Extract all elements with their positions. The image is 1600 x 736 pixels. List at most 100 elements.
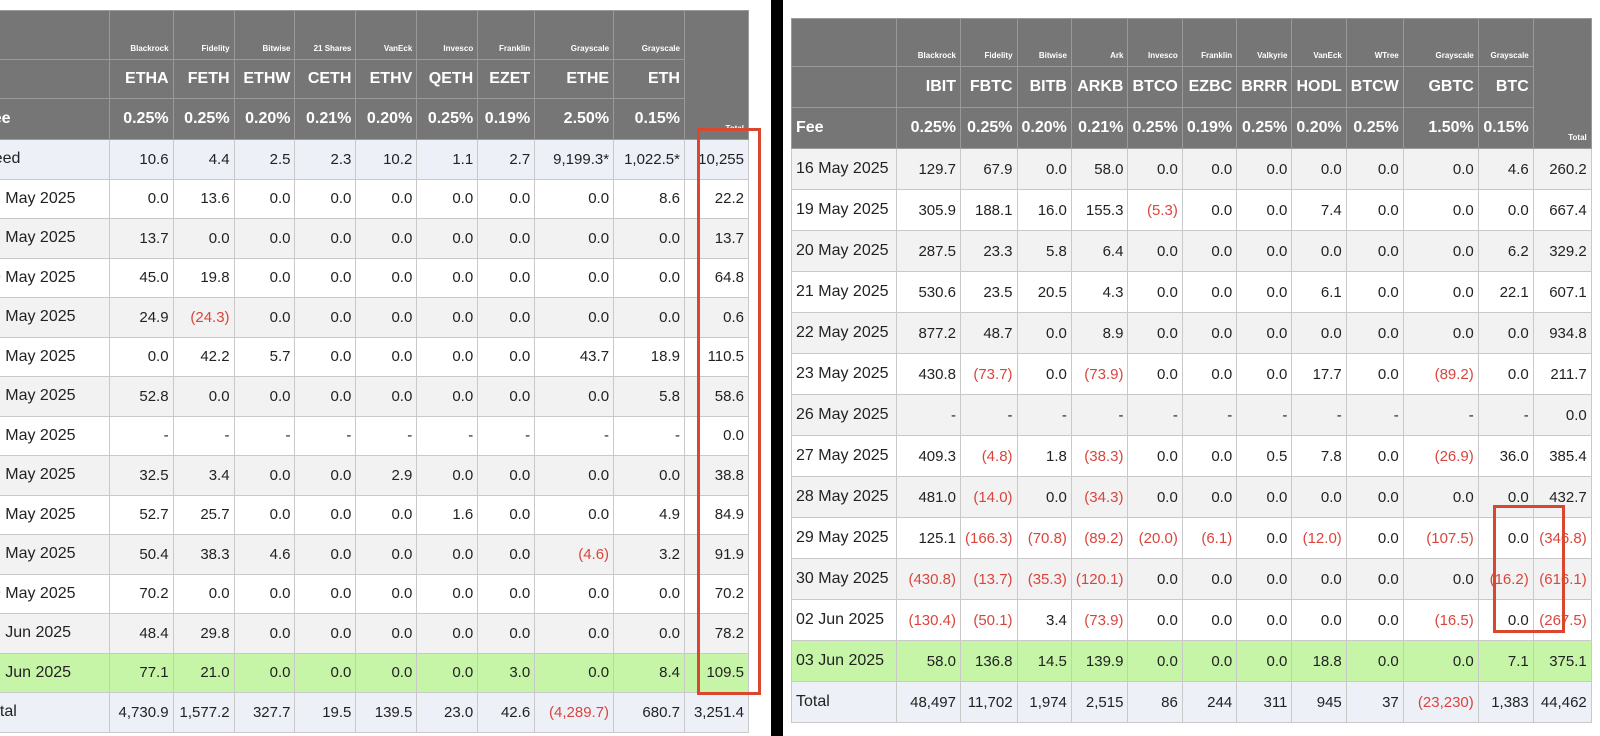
flow-value-cell: 36.0 [1477,435,1534,477]
flow-value-cell: 0.0 [1345,189,1404,231]
flow-row: 20 May 202545.019.80.00.00.00.00.00.00.0… [0,257,750,298]
flow-value-cell: - [1016,394,1072,436]
row-total-cell: 375.1 [1532,640,1592,682]
issuer-name-header: Invesco [1127,18,1183,67]
fee-header-row: Fee 0.25% 0.25% 0.20% 0.21% 0.25% 0.19% 0.25% 0… [791,107,1592,149]
flow-value-cell: 19.8 [172,257,235,298]
flow-value-cell: (4,289.7) [534,692,615,733]
flow-value-cell: 0.0 [233,573,296,614]
flow-value-cell: - [1070,394,1129,436]
flow-value-cell: 0.0 [534,652,615,693]
row-total-cell: 934.8 [1532,312,1592,354]
flow-value-cell: 0.0 [613,573,685,614]
row-total-cell: 91.9 [683,534,750,575]
flow-value-cell: 0.0 [355,178,418,219]
flow-value-cell: 0.0 [1345,271,1404,313]
flow-value-cell: (16.2) [1477,558,1534,600]
flow-value-cell: 0.0 [1181,312,1238,354]
flow-row: 03 Jun 2025 58.0 136.8 14.5 139.9 0.0 0.0 0.0 18… [791,640,1592,682]
flow-value-cell: 5.8 [1016,230,1072,272]
row-date-label: 02 Jun 2025 [791,599,897,641]
fee-header: 0.25% [1236,107,1293,149]
row-total-cell: 78.2 [683,613,750,654]
flow-value-cell: 0.0 [355,573,418,614]
row-date-label: 30 May 2025 [791,558,897,600]
flow-value-cell: 48.7 [960,312,1018,354]
flow-value-cell: 0.0 [1181,230,1238,272]
flow-value-cell: 58.0 [1070,148,1129,190]
flow-value-cell: - [1477,394,1534,436]
flow-value-cell: 0.0 [534,573,615,614]
fee-header: 0.20% [233,98,296,140]
flow-value-cell: 0.0 [613,257,685,298]
row-total-cell: 3,251.4 [683,692,750,733]
issuer-name-header: 21 Shares [294,10,357,60]
flow-value-cell: 18.8 [1291,640,1347,682]
issuer-name-header: Blackrock [108,10,174,60]
flow-value-cell: 0.0 [355,494,418,535]
panel-divider [771,0,783,736]
flow-value-cell: (73.7) [960,353,1018,395]
flow-row: 02 Jun 202548.429.80.00.00.00.00.00.00.0… [0,613,750,654]
flow-row: 28 May 202552.725.70.00.00.01.60.00.04.9… [0,494,750,535]
flow-value-cell: 52.7 [108,494,174,535]
flow-value-cell: (120.1) [1070,558,1129,600]
row-total-cell: 260.2 [1532,148,1592,190]
flow-row: Seed10.64.42.52.310.21.12.79,199.3*1,022… [0,139,750,180]
row-total-cell: 211.7 [1532,353,1592,395]
row-date-label: 23 May 2025 [791,353,897,395]
issuer-name-header: Grayscale [534,10,615,60]
flow-value-cell: 1,022.5* [613,139,685,180]
flow-value-cell: 0.0 [416,257,479,298]
flow-value-cell: - [1402,394,1479,436]
issuer-name-header: Ark [1070,18,1129,67]
flow-value-cell: 23.5 [960,271,1018,313]
row-date-label: 30 May 2025 [0,573,110,614]
flow-value-cell: 0.0 [1402,640,1479,682]
flow-value-cell: 0.0 [477,573,536,614]
ticker-header: BRRR [1236,66,1293,108]
row-date-label: 19 May 2025 [0,218,110,259]
flow-value-cell: 0.0 [534,613,615,654]
flow-value-cell: 10.2 [355,139,418,180]
flow-value-cell: 0.0 [294,178,357,219]
flow-value-cell: 6.1 [1291,271,1347,313]
flow-value-cell: 0.0 [1345,476,1404,518]
row-total-cell: 0.0 [683,415,750,456]
flow-value-cell: - [534,415,615,456]
flow-value-cell: 58.0 [896,640,961,682]
flow-value-cell: 18.9 [613,336,685,377]
flow-value-cell: (24.3) [172,297,235,338]
flow-value-cell: 0.0 [172,218,235,259]
flow-row: 29 May 2025 125.1 (166.3) (70.8) (89.2) (20.0… [791,517,1592,559]
flow-value-cell: 155.3 [1070,189,1129,231]
flow-value-cell: 0.0 [1477,189,1534,231]
flow-value-cell: 0.0 [1345,435,1404,477]
flow-value-cell: 0.0 [534,218,615,259]
flow-value-cell: 125.1 [896,517,961,559]
flow-value-cell: 945 [1291,681,1347,723]
flow-value-cell: 0.0 [1402,312,1479,354]
flow-value-cell: 0.0 [294,336,357,377]
flow-value-cell: 0.0 [1291,312,1347,354]
flow-value-cell: 0.0 [534,376,615,417]
flow-value-cell: 0.0 [1291,476,1347,518]
flow-row: 29 May 202550.438.34.60.00.00.00.0(4.6)3… [0,534,750,575]
flow-value-cell: 23.0 [416,692,479,733]
fee-header: 0.21% [1070,107,1129,149]
flow-value-cell: - [172,415,235,456]
flow-value-cell: 0.0 [534,455,615,496]
flow-row: 23 May 202552.80.00.00.00.00.00.00.05.85… [0,376,750,417]
flow-value-cell: - [477,415,536,456]
flow-value-cell: 20.5 [1016,271,1072,313]
fee-header: 0.25% [172,98,235,140]
flow-row: 19 May 2025 305.9 188.1 16.0 155.3 (5.3) 0.0 0.… [791,189,1592,231]
row-date-label: 28 May 2025 [0,494,110,535]
flow-value-cell: 0.0 [416,297,479,338]
flow-value-cell: 5.8 [613,376,685,417]
flow-value-cell: (73.9) [1070,599,1129,641]
flow-value-cell: (4.6) [534,534,615,575]
flow-value-cell: - [108,415,174,456]
flow-value-cell: 0.0 [233,613,296,654]
flow-value-cell: 0.0 [1181,640,1238,682]
